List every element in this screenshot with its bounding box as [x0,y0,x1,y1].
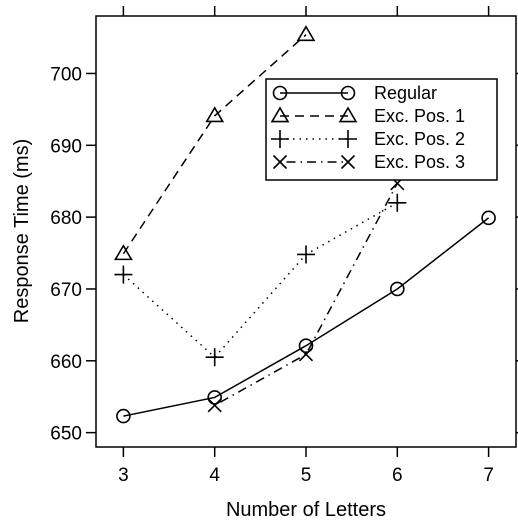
legend-marker-2-start [270,106,290,123]
series-3-point-3 [297,245,315,264]
series-3-point-4 [388,193,407,212]
x-tick-label: 6 [392,465,403,486]
x-tick-label: 4 [209,465,220,486]
series-3-point-2 [205,348,224,367]
legend-marker-4-start [272,154,288,170]
series-line-2 [122,34,307,255]
series-2-point-1 [113,244,133,261]
series-4-point-2 [298,347,314,362]
legend-marker-1-end [340,85,356,101]
y-tick-label: 660 [50,352,82,373]
y-tick-label: 680 [50,208,82,229]
series-3-point-1 [114,265,133,284]
series-1-point-4 [390,281,405,297]
series-line-4 [214,183,398,406]
x-tick-label: 5 [301,465,312,486]
y-tick-label: 670 [50,280,82,301]
y-tick-label: 690 [50,136,82,157]
legend-marker-2-end [338,106,358,123]
legend-label-2: Exc. Pos. 1 [374,106,465,126]
y-axis-title: Response Time (ms) [11,139,33,324]
legend-label-1: Regular [374,83,437,103]
series-1-point-5 [481,210,496,226]
series-2-point-3 [296,25,316,42]
series-line-1 [123,217,490,417]
legend-marker-3-end [339,130,357,148]
x-tick-label: 3 [118,465,129,486]
y-tick-label: 650 [50,424,82,445]
legend-marker-4-end [340,154,356,170]
x-tick-label: 7 [483,465,494,486]
series-2-point-2 [205,106,225,123]
series-1-point-1 [116,408,131,424]
legend-label-3: Exc. Pos. 2 [374,129,465,149]
series-1-point-2 [207,390,222,405]
series-4-point-1 [207,398,222,413]
legend-marker-1-start [272,85,288,101]
legend-marker-3-start [271,130,289,148]
series-1-point-3 [298,338,314,354]
x-axis-title: Number of Letters [226,499,386,521]
legend-label-4: Exc. Pos. 3 [374,152,465,172]
series-line-3 [122,202,398,359]
y-tick-label: 700 [50,64,82,85]
legend-box [265,78,498,181]
